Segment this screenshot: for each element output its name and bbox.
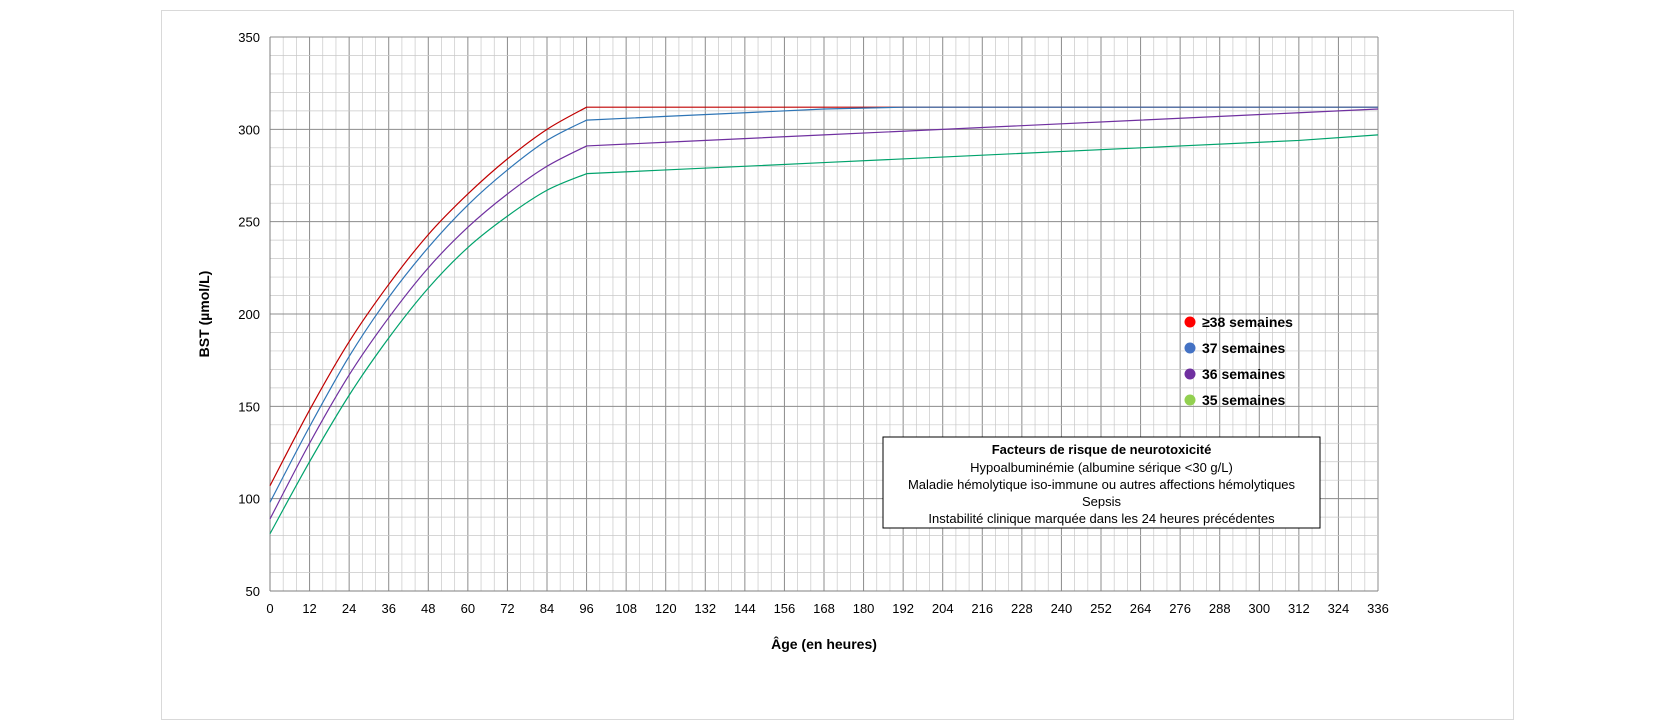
x-tick-label: 0 bbox=[266, 601, 273, 616]
legend-label: 36 semaines bbox=[1202, 366, 1285, 382]
x-tick-label: 24 bbox=[342, 601, 356, 616]
x-tick-label: 36 bbox=[381, 601, 395, 616]
x-tick-label: 336 bbox=[1367, 601, 1389, 616]
x-tick-label: 132 bbox=[694, 601, 716, 616]
x-tick-label: 300 bbox=[1248, 601, 1270, 616]
x-tick-label: 264 bbox=[1130, 601, 1152, 616]
x-tick-label: 120 bbox=[655, 601, 677, 616]
y-tick-label: 300 bbox=[238, 122, 260, 137]
legend-marker bbox=[1185, 343, 1196, 354]
x-tick-label: 312 bbox=[1288, 601, 1310, 616]
y-tick-label: 200 bbox=[238, 307, 260, 322]
y-tick-label: 350 bbox=[238, 30, 260, 45]
x-tick-label: 240 bbox=[1051, 601, 1073, 616]
x-tick-label: 84 bbox=[540, 601, 554, 616]
x-tick-label: 276 bbox=[1169, 601, 1191, 616]
risk-factors-box: Facteurs de risque de neurotoxicité Hypo… bbox=[883, 437, 1320, 528]
legend-label: 37 semaines bbox=[1202, 340, 1285, 356]
x-tick-label: 204 bbox=[932, 601, 954, 616]
x-tick-label: 180 bbox=[853, 601, 875, 616]
x-tick-label: 168 bbox=[813, 601, 835, 616]
risk-factor-item: Sepsis bbox=[1082, 494, 1122, 509]
x-tick-label: 156 bbox=[774, 601, 796, 616]
x-tick-label: 252 bbox=[1090, 601, 1112, 616]
x-tick-label: 72 bbox=[500, 601, 514, 616]
legend-marker bbox=[1185, 369, 1196, 380]
legend-label: 35 semaines bbox=[1202, 392, 1285, 408]
risk-factor-item: Hypoalbuminémie (albumine sérique <30 g/… bbox=[970, 460, 1233, 475]
y-axis-title: BST (µmol/L) bbox=[196, 271, 212, 358]
x-tick-label: 12 bbox=[302, 601, 316, 616]
x-tick-label: 324 bbox=[1328, 601, 1350, 616]
bilirubin-chart: 0 12 24 36 48 60 72 84 96 108 120 132 144 156 168 180 19… bbox=[162, 11, 1515, 721]
x-tick-label: 108 bbox=[615, 601, 637, 616]
x-tick-label: 216 bbox=[971, 601, 993, 616]
risk-factors-title: Facteurs de risque de neurotoxicité bbox=[992, 442, 1212, 457]
risk-factor-item: Instabilité clinique marquée dans les 24… bbox=[928, 511, 1275, 526]
x-tick-label: 48 bbox=[421, 601, 435, 616]
legend-marker bbox=[1185, 395, 1196, 406]
y-tick-label: 150 bbox=[238, 399, 260, 414]
x-tick-label: 144 bbox=[734, 601, 756, 616]
legend-label: ≥38 semaines bbox=[1202, 314, 1293, 330]
y-tick-label: 250 bbox=[238, 215, 260, 230]
y-tick-label: 50 bbox=[246, 584, 260, 599]
x-tick-label: 96 bbox=[579, 601, 593, 616]
chart-frame: 0 12 24 36 48 60 72 84 96 108 120 132 144 156 168 180 19… bbox=[161, 10, 1514, 720]
x-tick-label: 288 bbox=[1209, 601, 1231, 616]
risk-factor-item: Maladie hémolytique iso-immune ou autres… bbox=[908, 477, 1296, 492]
legend: ≥38 semaines 37 semaines 36 semaines 35 sem… bbox=[1185, 314, 1294, 408]
y-tick-label: 100 bbox=[238, 492, 260, 507]
x-tick-label: 192 bbox=[892, 601, 914, 616]
legend-marker bbox=[1185, 317, 1196, 328]
x-axis-title: Âge (en heures) bbox=[771, 635, 877, 652]
x-tick-label: 60 bbox=[461, 601, 475, 616]
x-tick-label: 228 bbox=[1011, 601, 1033, 616]
